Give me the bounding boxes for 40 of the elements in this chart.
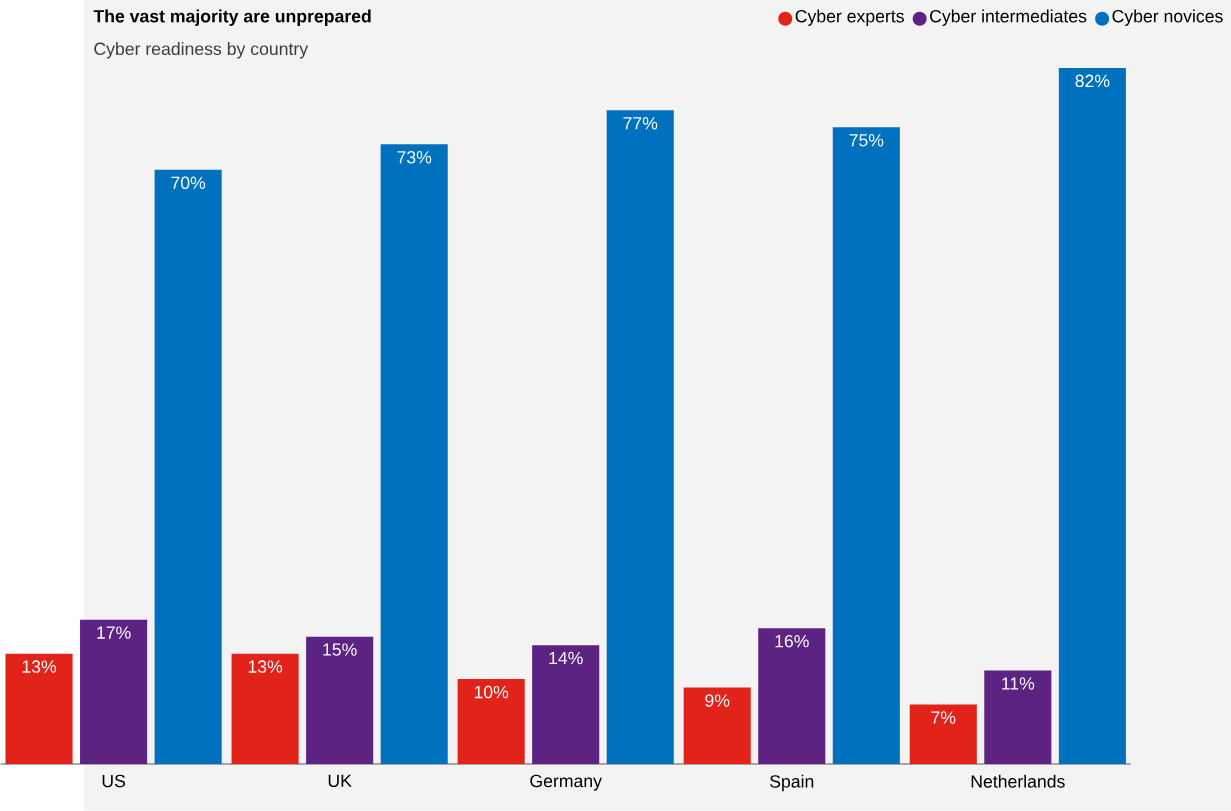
bar <box>532 645 600 765</box>
legend-label: Cyber intermediates <box>930 9 1087 27</box>
data-label: 10% <box>474 685 509 699</box>
bar <box>154 169 222 765</box>
data-label: 9% <box>705 694 730 707</box>
data-label: 13% <box>22 660 57 673</box>
data-label: 14% <box>549 652 583 665</box>
data-label: 15% <box>323 643 357 656</box>
x-tick-label: Spain <box>770 774 814 792</box>
bar <box>380 144 448 765</box>
bar <box>909 704 977 765</box>
bar <box>457 679 525 765</box>
bar <box>80 619 148 765</box>
x-tick-label: UK <box>328 774 352 788</box>
bar <box>5 653 73 765</box>
x-tick-label: Netherlands <box>971 774 1065 788</box>
data-label: 77% <box>623 117 658 130</box>
data-label: 7% <box>931 711 956 724</box>
data-label: 70% <box>171 176 206 190</box>
bar <box>606 110 674 765</box>
bar <box>306 636 374 765</box>
bar <box>984 670 1052 765</box>
data-label: 13% <box>248 660 283 673</box>
chart-subtitle: Cyber readiness by country <box>94 42 309 59</box>
x-tick-label: US <box>102 774 126 788</box>
bar <box>832 127 900 765</box>
data-label: 73% <box>397 151 432 164</box>
x-tick-label: Germany <box>530 774 602 791</box>
data-label: 82% <box>1075 74 1110 88</box>
data-label: 17% <box>97 626 131 639</box>
bar <box>231 653 299 765</box>
legend-label: Cyber novices <box>1112 9 1223 27</box>
data-label: 75% <box>849 134 884 147</box>
legend-label: Cyber experts <box>795 9 904 27</box>
data-label: 16% <box>775 635 809 648</box>
data-label: 11% <box>1002 677 1035 690</box>
chart-title: The vast majority are unprepared <box>93 9 371 27</box>
bar <box>758 628 826 765</box>
bar <box>683 687 751 765</box>
bar <box>1058 68 1126 765</box>
